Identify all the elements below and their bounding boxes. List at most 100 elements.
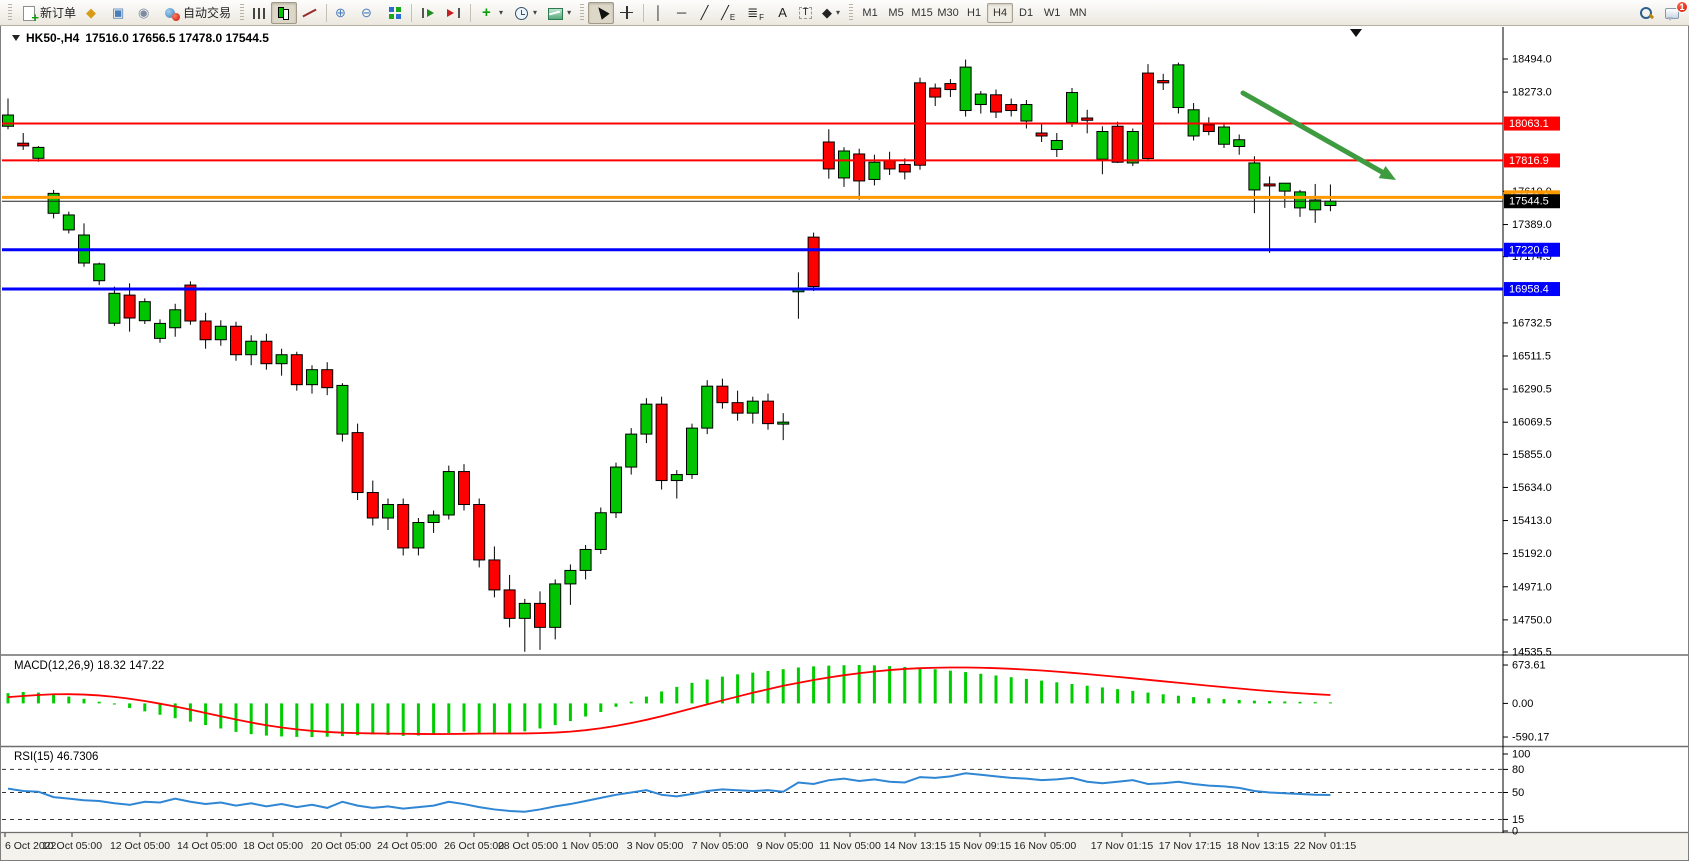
label-icon: T bbox=[799, 6, 812, 19]
svg-text:18494.0: 18494.0 bbox=[1512, 54, 1552, 66]
text-button[interactable]: A bbox=[771, 2, 794, 24]
svg-text:11 Nov 05:00: 11 Nov 05:00 bbox=[819, 840, 881, 852]
svg-text:15: 15 bbox=[1512, 814, 1524, 826]
rsi-indicator-label: RSI(15) 46.7306 bbox=[14, 751, 98, 763]
text-icon: A bbox=[778, 5, 787, 20]
crosshair-button[interactable] bbox=[614, 2, 640, 24]
svg-text:14 Nov 13:15: 14 Nov 13:15 bbox=[884, 840, 947, 852]
dropdown-caret-icon[interactable]: ▾ bbox=[533, 8, 538, 17]
rsi-line bbox=[7, 772, 1331, 813]
arrows-button[interactable]: ◆ ▾ bbox=[817, 2, 845, 24]
channel-button[interactable]: ╱ E bbox=[716, 2, 742, 24]
periods-button[interactable]: ▾ bbox=[508, 2, 542, 24]
tile-windows-button[interactable] bbox=[382, 2, 408, 24]
timeframe-h1[interactable]: H1 bbox=[967, 6, 982, 19]
notification-badge: 1 bbox=[1676, 0, 1688, 13]
signals-icon-icon: ◉ bbox=[138, 4, 150, 20]
svg-text:17389.0: 17389.0 bbox=[1512, 219, 1552, 231]
zoom-in-button[interactable]: ⊕ bbox=[330, 2, 356, 24]
svg-text:80: 80 bbox=[1512, 764, 1524, 776]
dropdown-caret-icon[interactable]: ▾ bbox=[836, 8, 841, 17]
terminal-icon-button[interactable]: ▣ bbox=[107, 2, 133, 24]
indicators-button[interactable]: ▾ bbox=[474, 2, 508, 24]
templates-button[interactable]: ▾ bbox=[542, 2, 576, 24]
timeframe-mn[interactable]: MN bbox=[1069, 6, 1087, 19]
cursor-icon bbox=[593, 5, 609, 21]
macd-panel[interactable]: 673.61 0.00 -590.17 bbox=[6, 660, 1549, 744]
svg-text:17 Nov 01:15: 17 Nov 01:15 bbox=[1091, 840, 1154, 852]
channel-icon: ╱ bbox=[721, 5, 729, 20]
chart-shift-button[interactable] bbox=[441, 2, 467, 24]
auto-scroll-button[interactable] bbox=[415, 2, 441, 24]
svg-text:15634.0: 15634.0 bbox=[1512, 482, 1552, 494]
toolbar-group-cursor-group bbox=[588, 1, 640, 24]
svg-text:18 Oct 05:00: 18 Oct 05:00 bbox=[243, 840, 303, 852]
timeframe-m30[interactable]: M30 bbox=[937, 6, 959, 19]
notifications-button[interactable]: 1 bbox=[1659, 0, 1688, 24]
symbol-dropdown-icon[interactable] bbox=[12, 35, 20, 41]
rsi-values: 46.7306 bbox=[56, 751, 99, 763]
label-button[interactable]: T bbox=[794, 2, 817, 24]
macd-values: 18.32 147.22 bbox=[97, 660, 165, 672]
svg-text:50: 50 bbox=[1512, 787, 1524, 799]
toolbar-separator bbox=[326, 3, 328, 22]
signals-icon-button[interactable]: ◉ bbox=[133, 2, 159, 24]
svg-text:6 Oct 2022: 6 Oct 2022 bbox=[5, 840, 57, 852]
toolbar-group-orders: 新订单 ◆ ▣ ◉ 自动交易 bbox=[16, 2, 236, 25]
candlestick-chart-button[interactable] bbox=[271, 1, 298, 24]
svg-text:16 Nov 05:00: 16 Nov 05:00 bbox=[1014, 840, 1077, 852]
price-axis[interactable]: 18494.018273.017610.017389.017174.516732… bbox=[1503, 54, 1560, 659]
svg-text:7 Nov 05:00: 7 Nov 05:00 bbox=[692, 840, 749, 852]
toolbar-right-group: 1 bbox=[1633, 0, 1688, 24]
svg-text:0.00: 0.00 bbox=[1512, 698, 1533, 710]
cursor-button[interactable] bbox=[588, 1, 615, 24]
horizontal-line-button[interactable]: ─ bbox=[670, 2, 693, 24]
timeframe-d1[interactable]: D1 bbox=[1019, 6, 1034, 19]
rsi-panel[interactable]: 100 80 50 150 bbox=[2, 749, 1530, 838]
depth-of-market-icon-button[interactable]: ◆ bbox=[81, 2, 107, 24]
crosshair-icon bbox=[619, 5, 635, 21]
horizontal-level-lines[interactable] bbox=[2, 122, 1503, 291]
toolbar-separator bbox=[470, 3, 472, 22]
autotrade-button[interactable]: 自动交易 bbox=[159, 2, 236, 24]
svg-text:1 Nov 05:00: 1 Nov 05:00 bbox=[562, 840, 619, 852]
svg-text:0: 0 bbox=[1512, 826, 1518, 838]
dropdown-caret-icon[interactable]: ▾ bbox=[499, 8, 504, 17]
auto-scroll-icon bbox=[420, 5, 436, 21]
autotrade-button-label: 自动交易 bbox=[183, 6, 232, 20]
toolbar-grip bbox=[580, 3, 585, 22]
new-order-icon bbox=[21, 5, 39, 25]
svg-text:16732.5: 16732.5 bbox=[1512, 317, 1552, 329]
bar-chart-button[interactable] bbox=[248, 2, 271, 24]
svg-text:18 Nov 13:15: 18 Nov 13:15 bbox=[1227, 840, 1290, 852]
trend-arrow-annotation[interactable] bbox=[1240, 90, 1396, 180]
svg-text:15413.0: 15413.0 bbox=[1512, 515, 1552, 527]
svg-text:17220.6: 17220.6 bbox=[1509, 244, 1549, 256]
svg-text:17 Nov 17:15: 17 Nov 17:15 bbox=[1159, 840, 1222, 852]
svg-text:17816.9: 17816.9 bbox=[1509, 155, 1549, 167]
terminal-icon-icon: ▣ bbox=[112, 4, 125, 20]
chart-shift-marker-icon bbox=[1350, 29, 1362, 37]
toolbar-separator bbox=[411, 3, 413, 22]
zoom-out-button[interactable]: ⊖ bbox=[356, 2, 382, 24]
new-order-button[interactable]: 新订单 bbox=[16, 2, 81, 25]
vertical-line-button[interactable]: │ bbox=[647, 2, 670, 24]
timeframe-h4[interactable]: H4 bbox=[987, 2, 1014, 23]
svg-text:28 Oct 05:00: 28 Oct 05:00 bbox=[498, 840, 558, 852]
line-chart-button[interactable] bbox=[297, 2, 323, 24]
timeframe-w1[interactable]: W1 bbox=[1043, 6, 1061, 19]
svg-text:17544.5: 17544.5 bbox=[1509, 196, 1549, 208]
timeframe-m5[interactable]: M5 bbox=[888, 6, 904, 19]
search-button[interactable] bbox=[1633, 2, 1659, 24]
fibonacci-button[interactable]: ≣ F bbox=[742, 2, 771, 24]
dropdown-caret-icon[interactable]: ▾ bbox=[567, 8, 572, 17]
trendline-button[interactable]: ╱ bbox=[693, 2, 716, 24]
timeframe-m15[interactable]: M15 bbox=[911, 6, 933, 19]
timeframe-m1[interactable]: M1 bbox=[862, 6, 878, 19]
periods-icon bbox=[513, 5, 529, 21]
zoom-in-icon: ⊕ bbox=[335, 4, 346, 20]
indicators-icon bbox=[479, 4, 495, 21]
chart-shift-icon bbox=[446, 5, 462, 21]
